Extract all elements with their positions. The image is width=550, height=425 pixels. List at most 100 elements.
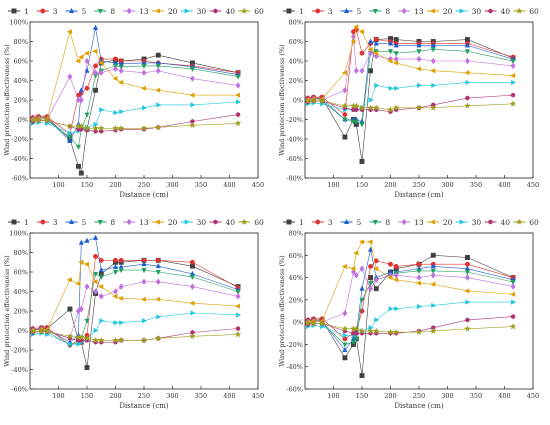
data-point xyxy=(234,303,241,309)
data-point xyxy=(141,318,148,324)
data-point xyxy=(189,75,195,82)
legend-marker xyxy=(11,8,17,14)
data-point xyxy=(416,42,422,48)
legend-label: 5 xyxy=(82,7,87,16)
data-point xyxy=(358,239,365,245)
legend-label: 1 xyxy=(24,7,29,16)
plot-frame xyxy=(29,21,259,179)
legend-marker xyxy=(40,8,46,14)
data-point xyxy=(112,75,118,82)
y-axis: -60% -40% -20% 0% 20% 40% 60% 80% 100% xyxy=(9,19,33,183)
legend-label: 5 xyxy=(357,7,362,16)
legend-item-20: 20 xyxy=(426,218,453,227)
data-point xyxy=(78,305,84,313)
series-1 xyxy=(305,36,516,164)
data-point xyxy=(83,334,91,342)
data-point xyxy=(368,263,374,269)
y-tick-label: 80% xyxy=(14,249,28,257)
chart-svg-4: 1 3 5 8 13 20 30 40 60-60%-40%-20%0%20%40%60%80%… xyxy=(278,218,539,410)
legend-item-3: 3 xyxy=(36,7,58,16)
series-line xyxy=(32,281,239,339)
data-point xyxy=(78,170,84,176)
legend-marker xyxy=(343,218,350,225)
data-point xyxy=(415,66,422,72)
data-point xyxy=(341,325,349,332)
legend-marker xyxy=(372,219,378,226)
x-tick-label: 400 xyxy=(498,181,510,189)
data-point xyxy=(119,109,125,115)
data-point xyxy=(320,323,326,330)
x-tick-label: 450 xyxy=(252,392,264,400)
data-point xyxy=(372,327,380,334)
legend-label: 40 xyxy=(225,218,235,227)
data-point xyxy=(353,24,359,30)
data-point xyxy=(509,291,516,297)
data-point xyxy=(353,119,359,125)
series-line xyxy=(307,268,514,323)
data-point xyxy=(342,117,348,123)
data-point xyxy=(350,33,356,40)
data-point xyxy=(93,87,98,93)
series-line xyxy=(32,60,239,120)
series-5 xyxy=(30,234,241,345)
legend-item-60: 60 xyxy=(513,7,539,16)
data-point xyxy=(393,277,399,283)
data-point xyxy=(99,318,105,324)
legend-item-8: 8 xyxy=(369,7,390,16)
legend-label: 8 xyxy=(385,7,390,16)
data-point xyxy=(359,297,365,304)
legend: 1 3 5 8 13 20 30 40 60 xyxy=(283,218,539,227)
data-point xyxy=(98,60,104,66)
y-tick-label: -80% xyxy=(286,175,303,183)
x-tick-label: 400 xyxy=(223,181,235,189)
data-point xyxy=(374,82,380,88)
series-line xyxy=(307,316,514,334)
data-point xyxy=(113,257,118,263)
legend-marker xyxy=(240,218,248,225)
legend-marker xyxy=(488,8,493,14)
legend-marker xyxy=(40,219,46,225)
x-axis: 100 150 200 250 300 350 400 450 xyxy=(52,175,264,189)
data-point xyxy=(38,327,45,335)
data-point xyxy=(99,107,105,113)
legend-label: 30 xyxy=(197,7,207,16)
data-point xyxy=(234,92,241,98)
data-point xyxy=(189,332,196,340)
x-tick-label: 250 xyxy=(413,181,425,189)
data-point xyxy=(29,327,37,335)
x-tick-label: 450 xyxy=(252,181,264,189)
data-point xyxy=(112,269,119,276)
data-point xyxy=(416,55,422,63)
data-point xyxy=(368,97,374,103)
y-tick-label: -40% xyxy=(286,136,303,144)
data-point xyxy=(236,312,242,318)
chart-svg-2: 1 3 5 8 13 20 30 40 60-80%-60%-40%-20%0%20%40%60… xyxy=(278,7,539,199)
x-tick-label: 300 xyxy=(166,392,178,400)
data-point xyxy=(465,255,470,260)
data-point xyxy=(367,327,374,334)
legend-label: 30 xyxy=(197,218,207,227)
x-tick-label: 350 xyxy=(195,181,207,189)
series-line xyxy=(32,27,239,142)
data-point xyxy=(92,234,99,240)
data-point xyxy=(430,57,436,65)
data-point xyxy=(304,319,312,327)
data-point xyxy=(416,274,422,281)
x-tick-label: 150 xyxy=(81,392,93,400)
x-tick-label: 150 xyxy=(81,181,93,189)
data-point xyxy=(353,250,359,256)
data-point xyxy=(66,332,74,340)
data-point xyxy=(118,67,124,75)
data-point xyxy=(393,60,399,66)
data-point xyxy=(359,373,365,379)
y-axis-label: Wind protection effectiveness (%) xyxy=(3,44,11,156)
legend-label: 20 xyxy=(443,218,453,227)
data-point xyxy=(67,341,74,347)
legend-item-40: 40 xyxy=(484,218,510,227)
x-tick-label: 400 xyxy=(223,392,235,400)
series-20 xyxy=(29,29,241,123)
data-point xyxy=(155,52,161,58)
data-point xyxy=(112,124,119,132)
legend-item-13: 13 xyxy=(398,218,424,227)
data-point xyxy=(75,58,81,64)
